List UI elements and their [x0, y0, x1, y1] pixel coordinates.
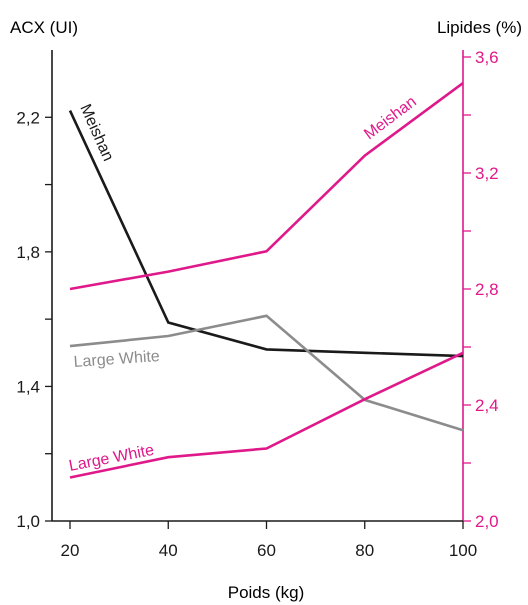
x-tick-label: 60: [257, 541, 276, 560]
x-tick-label: 100: [449, 541, 477, 560]
right-tick-label: 2,8: [475, 280, 499, 299]
right-tick-label: 3,6: [475, 48, 499, 67]
right-axis-title: Lipides (%): [437, 18, 522, 37]
series-line-meishan-acx: [68, 110, 464, 358]
series-label-meishan-acx: Meishan: [76, 102, 116, 164]
right-tick-label: 2,4: [475, 396, 499, 415]
x-axis-title: Poids (kg): [228, 583, 305, 602]
series-line-large-white-acx: [69, 314, 464, 432]
axes: [51, 50, 464, 522]
x-tick-label: 20: [61, 541, 80, 560]
left-tick-label: 1,0: [16, 512, 40, 531]
left-axis-title: ACX (UI): [10, 18, 78, 37]
left-tick-label: 2,2: [16, 108, 40, 127]
right-tick-label: 3,2: [475, 164, 499, 183]
right-tick-label: 2,0: [475, 512, 499, 531]
left-tick-label: 1,8: [16, 243, 40, 262]
series-line-meishan-lipides: [69, 82, 464, 291]
series-group: [68, 82, 464, 479]
series-line-large-white-lipides: [69, 351, 464, 479]
x-tick-label: 80: [355, 541, 374, 560]
x-tick-label: 40: [159, 541, 178, 560]
series-label-large-white-acx: Large White: [73, 348, 160, 371]
ticks: 1,0 1,4 1,8 2,2 2,0 2,4 2,8 3,2 3,6 20 40 60 80 100: [16, 48, 498, 560]
left-tick-label: 1,4: [16, 377, 40, 396]
